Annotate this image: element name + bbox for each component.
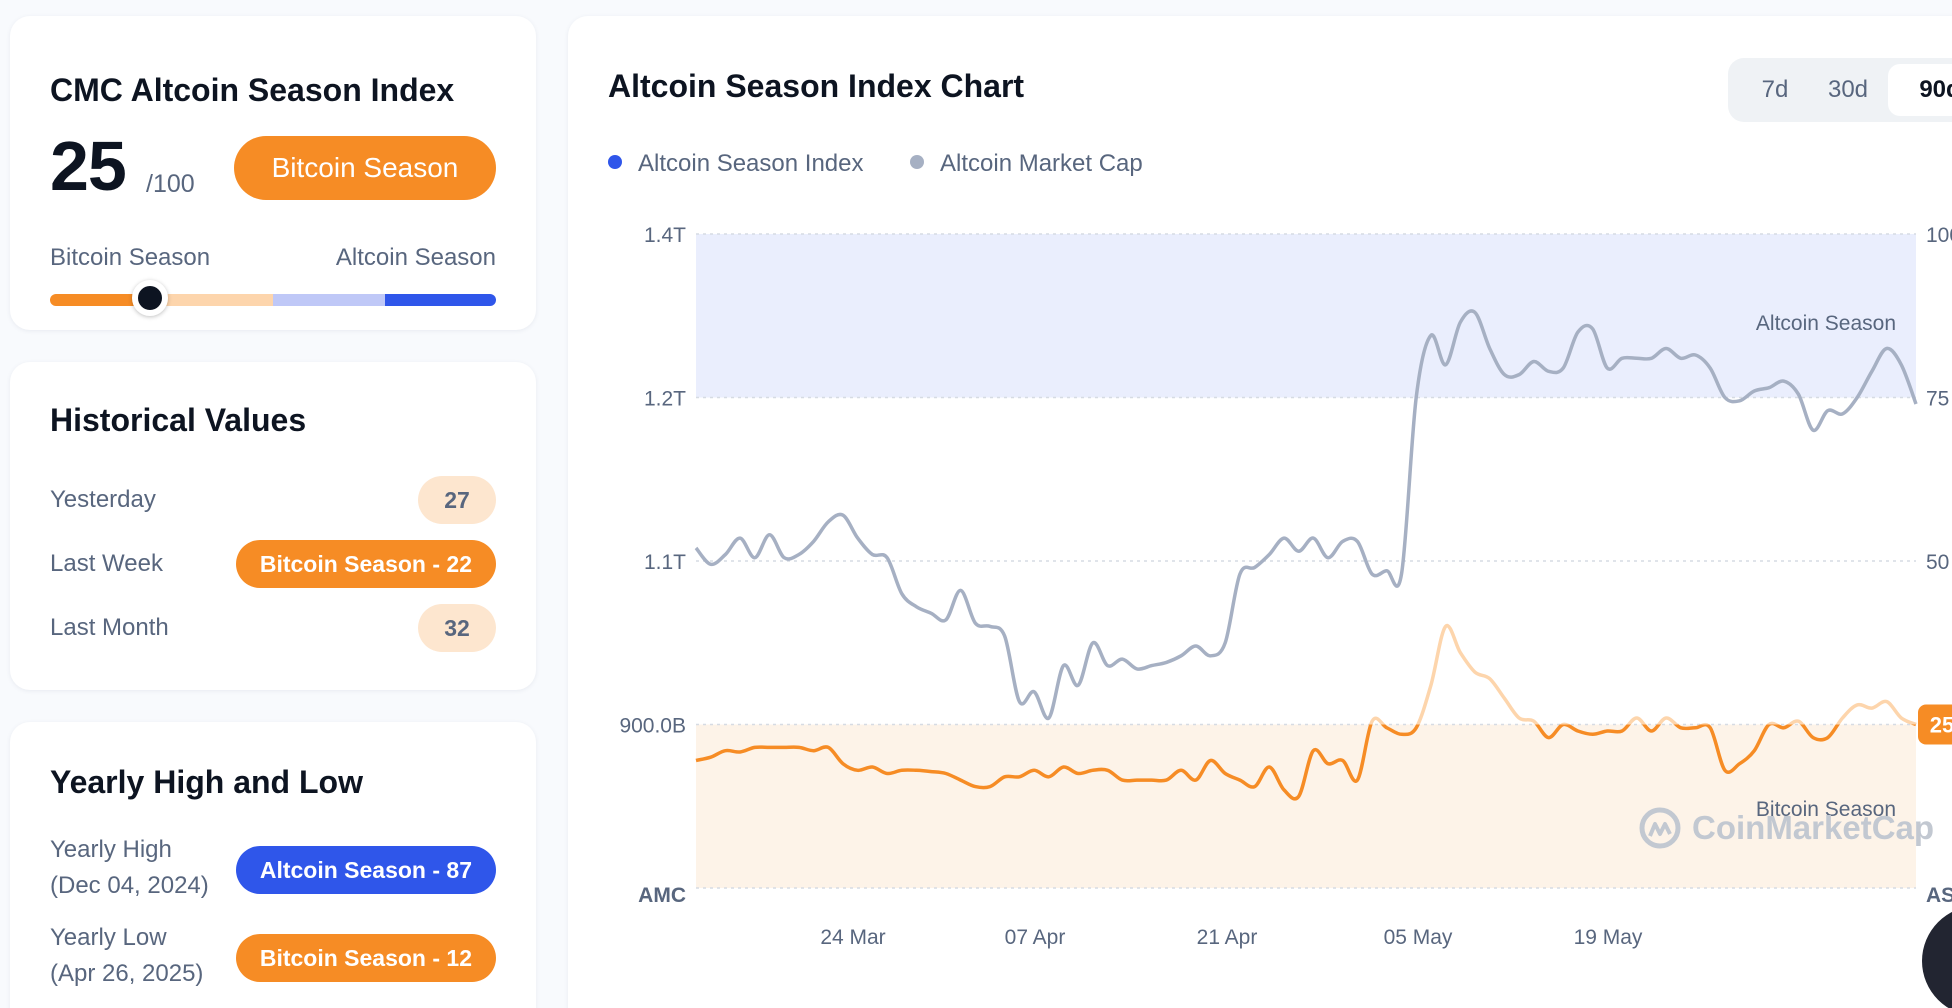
legend-item-market-cap[interactable]: Altcoin Market Cap bbox=[910, 150, 1143, 178]
timeframe-tabs: 7d 30d 90d bbox=[1728, 58, 1952, 122]
index-value: 25 bbox=[50, 127, 127, 205]
yearly-high-badge: Altcoin Season - 87 bbox=[235, 846, 496, 894]
tab-30d[interactable]: 30d bbox=[1827, 76, 1869, 103]
index-card-title: CMC Altcoin Season Index bbox=[50, 72, 455, 108]
coinmarketcap-watermark: CoinMarketCap bbox=[1638, 806, 1934, 850]
range-label-bitcoin: Bitcoin Season bbox=[50, 244, 211, 271]
right-axis-tick: 50 bbox=[1926, 551, 1949, 574]
season-gauge-knob bbox=[132, 280, 169, 316]
yearly-low-date: (Apr 26, 2025) bbox=[50, 960, 204, 987]
altcoin-season-line-chart: Altcoin Season Bitcoin Season 1.4T 1.2T 1.1T… bbox=[619, 224, 1952, 949]
left-axis-tick: 900.0B bbox=[619, 715, 686, 738]
left-axis-tick: 1.4T bbox=[644, 224, 686, 247]
watermark-text: CoinMarketCap bbox=[1692, 809, 1935, 846]
legend-item-index[interactable]: Altcoin Season Index bbox=[608, 150, 863, 178]
band-label-bitcoin: Bitcoin Season bbox=[1756, 798, 1896, 821]
current-value-label: 25 bbox=[1930, 713, 1952, 738]
x-axis-tick: 21 Apr bbox=[1197, 926, 1258, 949]
yearly-low-label: Yearly Low bbox=[50, 924, 167, 951]
season-band-altcoin bbox=[696, 234, 1916, 398]
series-line-index-below-25 bbox=[695, 724, 1916, 801]
history-label: Yesterday bbox=[50, 486, 156, 513]
right-axis-label: AS bbox=[1926, 884, 1952, 907]
tab-7d[interactable]: 7d bbox=[1761, 76, 1789, 103]
right-axis-tick: 75 bbox=[1926, 388, 1949, 411]
series-line-altcoin-market-cap bbox=[694, 309, 1918, 720]
coinmarketcap-logo-icon bbox=[1639, 807, 1681, 849]
season-band-bitcoin bbox=[696, 724, 1916, 888]
history-value-badge: Bitcoin Season - 22 bbox=[235, 540, 496, 588]
tab-90d[interactable]: 90d bbox=[1888, 64, 1952, 116]
history-value-badge: 27 bbox=[418, 476, 496, 524]
right-axis-tick: 100 bbox=[1926, 224, 1952, 247]
yearly-high-date: (Dec 04, 2024) bbox=[50, 872, 209, 899]
left-axis-label: AMC bbox=[638, 884, 686, 907]
gauge-segment-bitcoin-light bbox=[161, 294, 273, 306]
x-axis-tick: 05 May bbox=[1384, 926, 1453, 949]
legend-dot-blue-icon bbox=[608, 155, 622, 169]
x-axis-tick: 19 May bbox=[1574, 926, 1643, 949]
left-axis-tick: 1.1T bbox=[644, 551, 686, 574]
history-row-yesterday: Yesterday 27 bbox=[50, 476, 496, 524]
season-gauge-bar bbox=[50, 294, 496, 306]
history-label: Last Month bbox=[50, 614, 169, 641]
history-card-title: Historical Values bbox=[50, 402, 307, 438]
history-row-last-week: Last Week Bitcoin Season - 22 bbox=[50, 540, 496, 588]
current-value-marker bbox=[1918, 704, 1952, 745]
left-axis-tick: 1.2T bbox=[644, 388, 686, 411]
altcoin-season-index-card: CMC Altcoin Season Index 25 /100 Bitcoin… bbox=[10, 16, 536, 330]
index-value-suffix: /100 bbox=[146, 170, 195, 198]
altcoin-season-chart-card: Altcoin Season Index Chart 7d 30d 90d Al… bbox=[568, 16, 1952, 1008]
history-value-badge: 32 bbox=[418, 604, 496, 652]
legend-label: Altcoin Market Cap bbox=[940, 150, 1143, 177]
band-label-altcoin: Altcoin Season bbox=[1756, 312, 1896, 335]
current-season-badge: Bitcoin Season bbox=[234, 136, 496, 200]
range-label-altcoin: Altcoin Season bbox=[335, 244, 496, 271]
chart-card-title: Altcoin Season Index Chart bbox=[608, 68, 1025, 104]
history-row-last-month: Last Month 32 bbox=[50, 604, 496, 652]
x-axis-tick: 07 Apr bbox=[1005, 926, 1066, 949]
yearly-high-label: Yearly High bbox=[50, 836, 172, 863]
gauge-segment-altcoin bbox=[384, 294, 496, 306]
yearly-high-low-card: Yearly High and Low Yearly High (Dec 04,… bbox=[10, 722, 536, 1008]
legend-label: Altcoin Season Index bbox=[638, 150, 864, 177]
gauge-segment-altcoin-light bbox=[273, 294, 385, 306]
legend-dot-gray-icon bbox=[910, 155, 924, 169]
x-axis-tick: 24 Mar bbox=[820, 926, 885, 949]
historical-values-card: Historical Values Yesterday 27 Last Week… bbox=[10, 362, 536, 690]
yearly-card-title: Yearly High and Low bbox=[50, 764, 363, 800]
yearly-low-badge: Bitcoin Season - 12 bbox=[235, 934, 496, 982]
history-label: Last Week bbox=[50, 550, 163, 577]
